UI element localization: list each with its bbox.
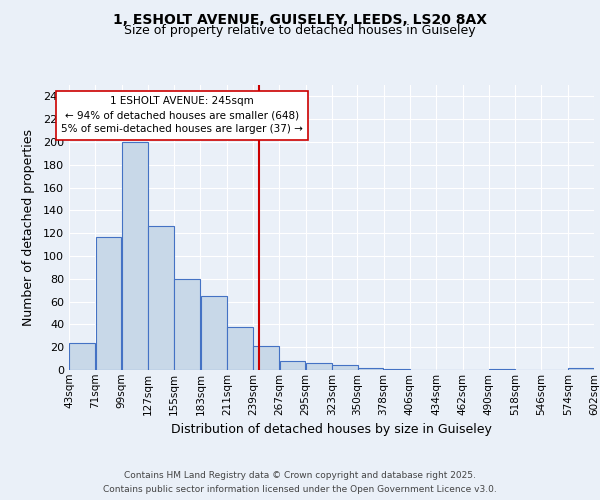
Bar	[332, 366, 358, 370]
Text: Contains HM Land Registry data © Crown copyright and database right 2025.: Contains HM Land Registry data © Crown c…	[124, 472, 476, 480]
Bar	[384, 369, 410, 370]
Bar	[201, 296, 227, 370]
Text: 1 ESHOLT AVENUE: 245sqm
← 94% of detached houses are smaller (648)
5% of semi-de: 1 ESHOLT AVENUE: 245sqm ← 94% of detache…	[61, 96, 302, 134]
Bar	[227, 326, 253, 370]
Bar	[122, 142, 148, 370]
Bar	[568, 368, 594, 370]
Y-axis label: Number of detached properties: Number of detached properties	[22, 129, 35, 326]
Bar	[280, 361, 305, 370]
Bar	[489, 369, 515, 370]
Text: 1, ESHOLT AVENUE, GUISELEY, LEEDS, LS20 8AX: 1, ESHOLT AVENUE, GUISELEY, LEEDS, LS20 …	[113, 12, 487, 26]
Bar	[95, 236, 121, 370]
Bar	[148, 226, 174, 370]
Bar	[358, 368, 383, 370]
Bar	[69, 342, 95, 370]
Text: Size of property relative to detached houses in Guiseley: Size of property relative to detached ho…	[124, 24, 476, 37]
Bar	[175, 279, 200, 370]
Bar	[306, 363, 332, 370]
Text: Contains public sector information licensed under the Open Government Licence v3: Contains public sector information licen…	[103, 484, 497, 494]
X-axis label: Distribution of detached houses by size in Guiseley: Distribution of detached houses by size …	[171, 423, 492, 436]
Bar	[253, 346, 279, 370]
